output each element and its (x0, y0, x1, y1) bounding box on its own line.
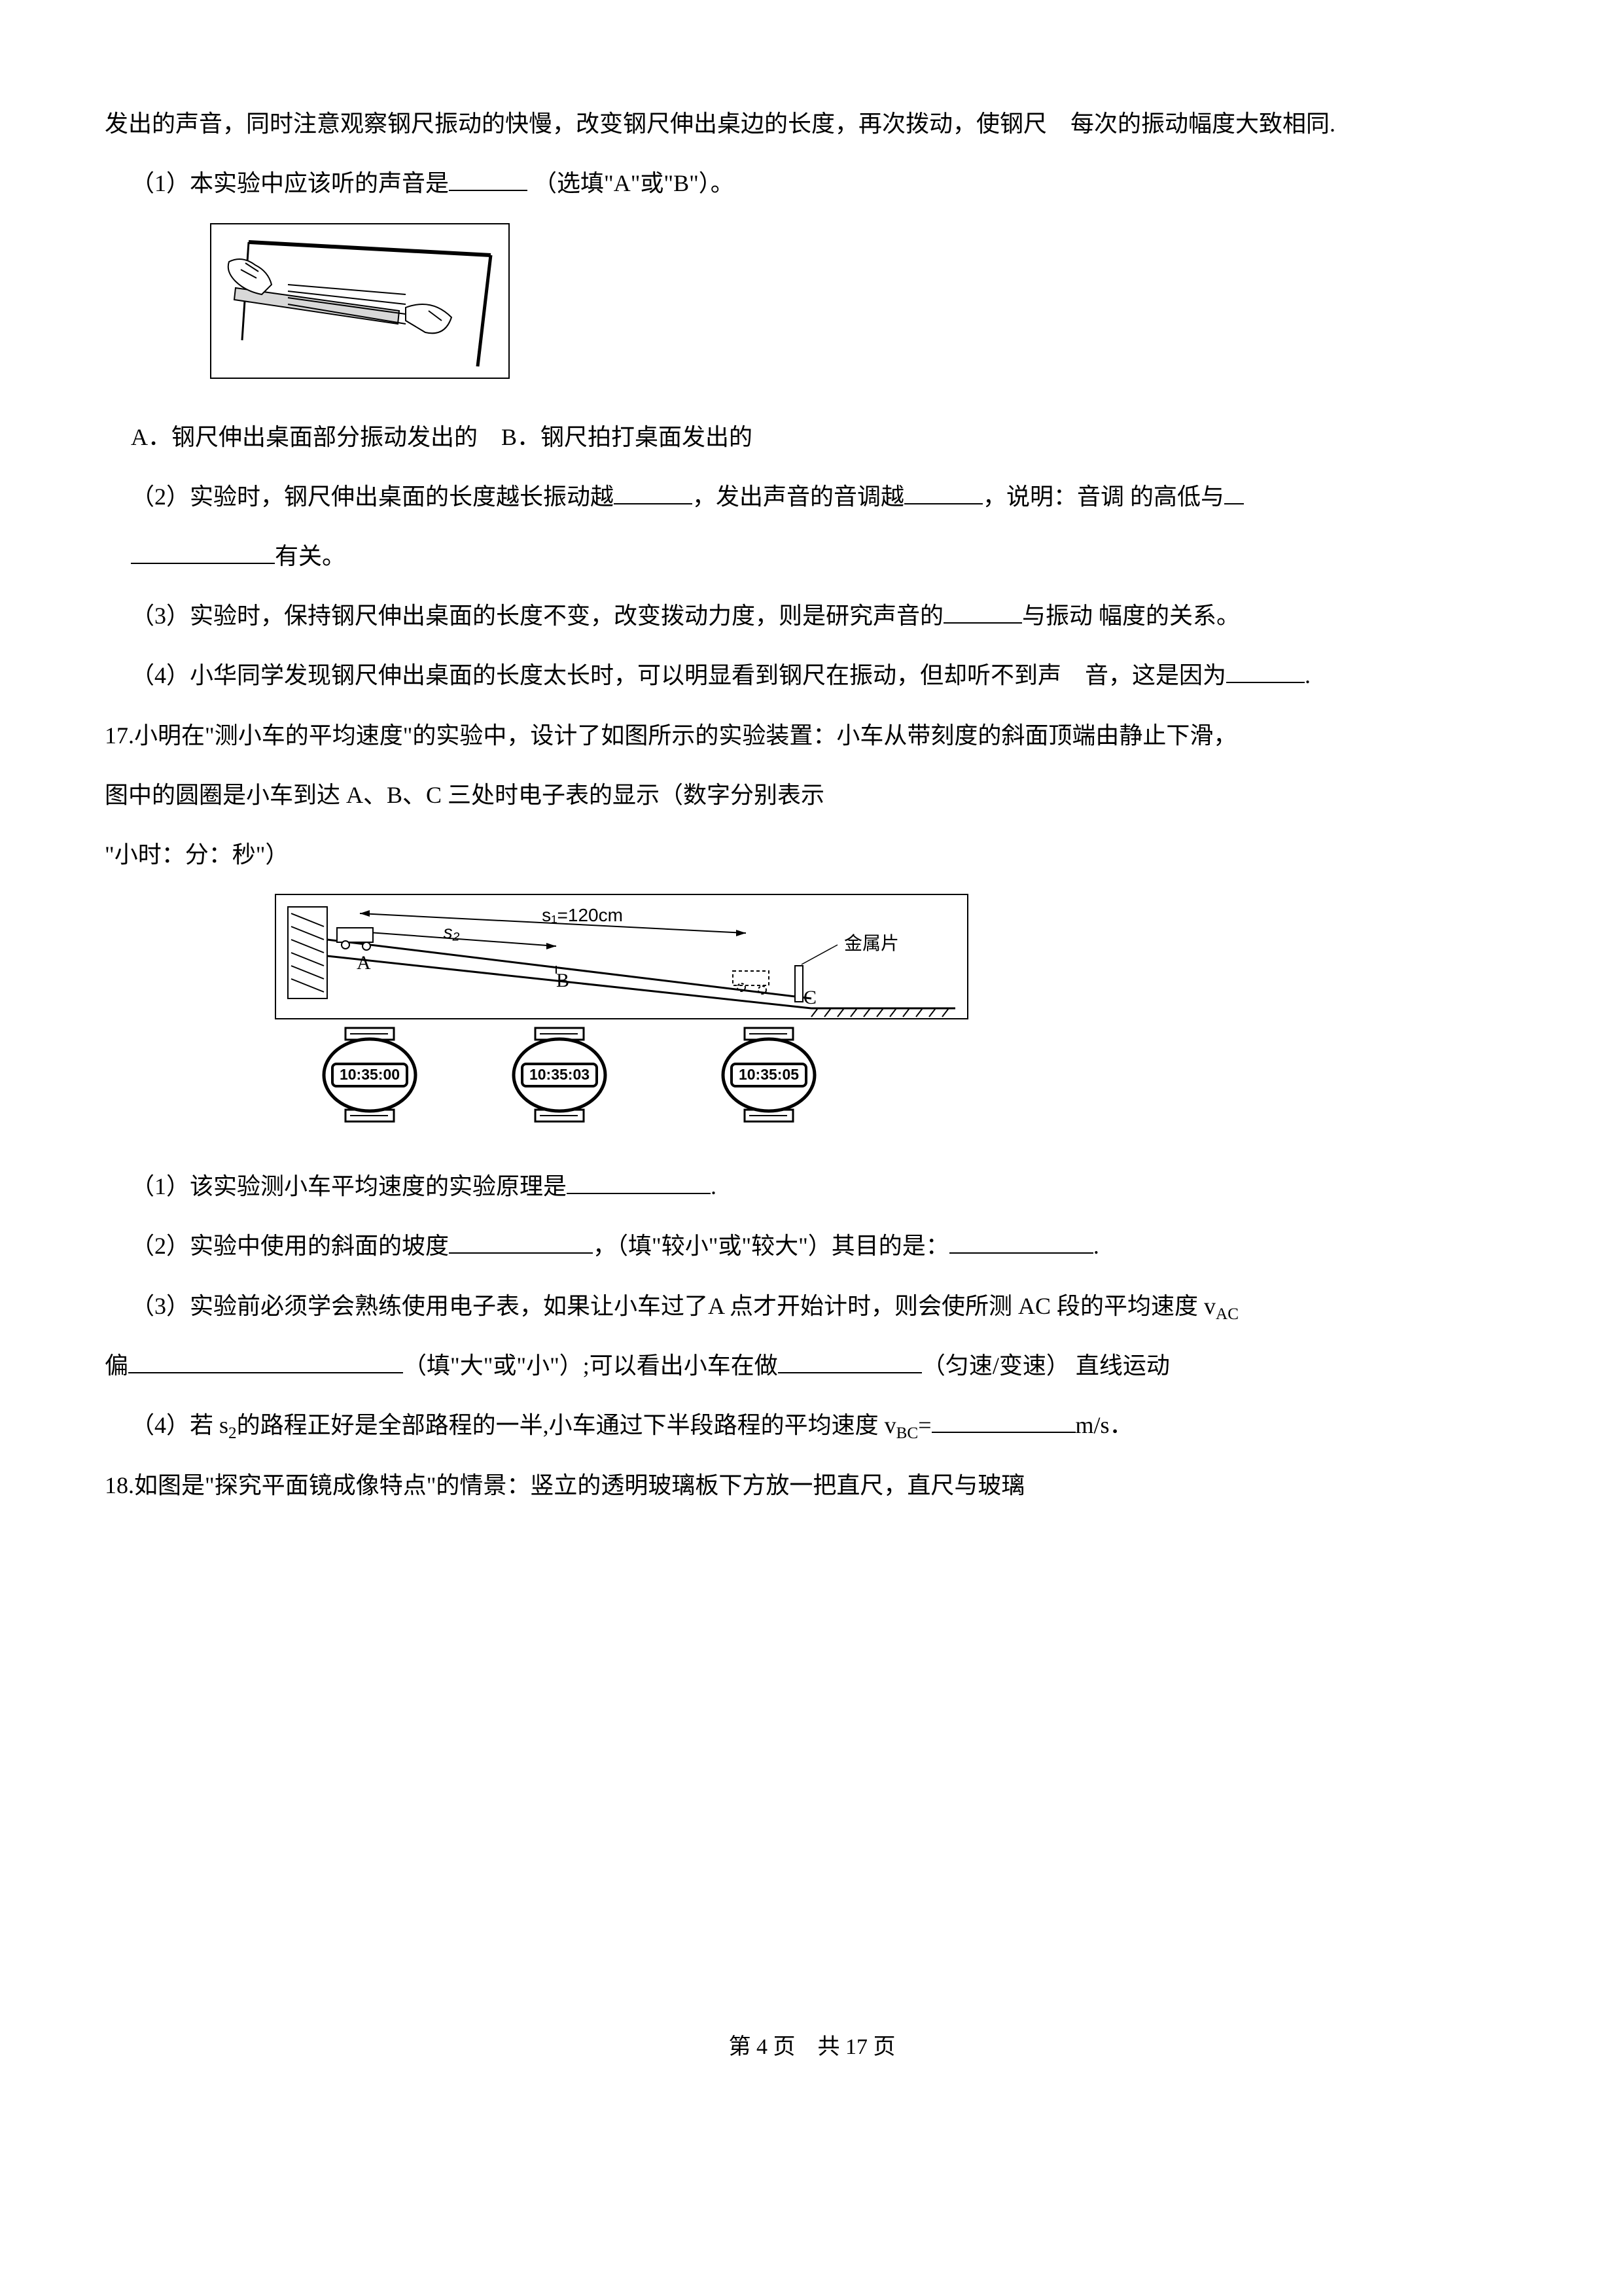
watch-c: 10:35:05 (723, 1028, 815, 1122)
text: m/s． (1076, 1412, 1133, 1438)
text: （1）本实验中应该听的声音是 (131, 170, 449, 196)
q17-1: （1）该实验测小车平均速度的实验原理是. (105, 1161, 1519, 1212)
svg-text:10:35:00: 10:35:00 (340, 1066, 400, 1083)
slope-diagram: s₁=120cm s₂ 金属片 A B C (275, 894, 1519, 1148)
options-ab: A．钢尺伸出桌面部分振动发出的 B．钢尺拍打桌面发出的 (105, 412, 1519, 463)
text: ，说明：音调 的高低与 (983, 484, 1224, 510)
text: ，（填"较小"或"较大"）其目的是： (593, 1233, 949, 1259)
blank-field[interactable] (904, 476, 983, 504)
label-a: A (357, 952, 371, 974)
subscript: AC (1216, 1305, 1239, 1323)
page-number: 4 (756, 2035, 768, 2059)
text: （匀速/变速） 直线运动 (922, 1352, 1170, 1379)
question-3: （3）实验时，保持钢尺伸出桌面的长度不变，改变拨动力度，则是研究声音的 与振动 幅… (105, 590, 1519, 642)
question-4: （4）小华同学发现钢尺伸出桌面的长度太长时，可以明显看到钢尺在振动，但却听不到声… (105, 650, 1519, 701)
blank-field[interactable] (567, 1166, 711, 1194)
text: （4）小华同学发现钢尺伸出桌面的长度太长时，可以明显看到钢尺在振动，但却听不到声… (131, 662, 1226, 688)
blank-field[interactable] (949, 1226, 1093, 1254)
text: 有关。 (275, 543, 345, 569)
ruler-figure (209, 222, 1519, 398)
text: 的路程正好是全部路程的一半,小车通过下半段路程的平均速度 v (237, 1412, 896, 1438)
blank-field[interactable] (778, 1345, 922, 1373)
text: （4）若 s (131, 1412, 228, 1438)
svg-text:10:35:03: 10:35:03 (529, 1066, 590, 1083)
s2-label: s₂ (444, 922, 460, 942)
blank-field[interactable] (128, 1345, 403, 1373)
text: （选填"A"或"B"）。 (533, 170, 734, 196)
text: （填"大"或"小"）;可以看出小车在做 (403, 1352, 778, 1379)
svg-text:10:35:05: 10:35:05 (739, 1066, 799, 1083)
label-b: B (556, 970, 569, 991)
q17-3-cont: 偏 （填"大"或"小"）;可以看出小车在做 （匀速/变速） 直线运动 (105, 1340, 1519, 1392)
blank-field[interactable] (944, 595, 1022, 624)
blank-field[interactable] (1226, 655, 1305, 683)
q17-2: （2）实验中使用的斜面的坡度 ，（填"较小"或"较大"）其目的是：. (105, 1220, 1519, 1272)
blank-field[interactable] (449, 1226, 593, 1254)
text: （2）实验时，钢尺伸出桌面的长度越长振动越 (131, 484, 614, 510)
question-2: （2）实验时，钢尺伸出桌面的长度越长振动越 ，发出声音的音调越 ，说明：音调 的高低… (105, 471, 1519, 523)
blank-field[interactable] (131, 536, 275, 564)
text: = (918, 1412, 931, 1438)
blank-field[interactable] (614, 476, 692, 504)
text: （3）实验前必须学会熟练使用电子表，如果让小车过了A 点才开始计时，则会使所测 … (131, 1293, 1216, 1319)
question-17: 17.小明在"测小车的平均速度"的实验中，设计了如图所示的实验装置：小车从带刻度… (105, 710, 1519, 762)
footer-text: 第 (729, 2035, 757, 2059)
question-18: 18.如图是"探究平面镜成像特点"的情景：竖立的透明玻璃板下方放一把直尺，直尺与… (105, 1460, 1519, 1511)
q17-4: （4）若 s2的路程正好是全部路程的一半,小车通过下半段路程的平均速度 vBC=… (105, 1400, 1519, 1452)
text: . (1305, 662, 1311, 688)
metal-label: 金属片 (844, 933, 899, 954)
total-pages: 17 (845, 2035, 868, 2059)
blank-field[interactable] (1224, 476, 1244, 504)
label-c: C (803, 987, 817, 1008)
footer-text: 页 (868, 2035, 896, 2059)
blank-field[interactable] (449, 163, 527, 191)
question-1: （1）本实验中应该听的声音是 （选填"A"或"B"）。 (105, 158, 1519, 209)
watch-a: 10:35:00 (324, 1028, 415, 1122)
q17-3: （3）实验前必须学会熟练使用电子表，如果让小车过了A 点才开始计时，则会使所测 … (105, 1280, 1519, 1333)
document-page: 发出的声音，同时注意观察钢尺振动的快慢，改变钢尺伸出桌边的长度，再次拨动，使钢尺… (0, 0, 1624, 1511)
text: （3）实验时，保持钢尺伸出桌面的长度不变，改变拨动力度，则是研究声音的 (131, 603, 944, 629)
question-17-cont: 图中的圆圈是小车到达 A、B、C 三处时电子表的显示（数字分别表示 (105, 769, 1519, 821)
text: ，发出声音的音调越 (692, 484, 904, 510)
text: （2）实验中使用的斜面的坡度 (131, 1233, 449, 1259)
s1-label: s₁=120cm (542, 905, 623, 925)
subscript: 2 (228, 1425, 237, 1443)
text: 与振动 幅度的关系。 (1022, 603, 1240, 629)
watch-b: 10:35:03 (514, 1028, 605, 1122)
question-2-cont: 有关。 (105, 531, 1519, 582)
text: . (1093, 1233, 1099, 1259)
question-17-cont2: "小时：分：秒"） (105, 829, 1519, 881)
paragraph: 发出的声音，同时注意观察钢尺振动的快慢，改变钢尺伸出桌边的长度，再次拨动，使钢尺… (105, 98, 1519, 150)
text: （1）该实验测小车平均速度的实验原理是 (131, 1173, 567, 1199)
text: 偏 (105, 1352, 128, 1379)
page-footer: 第 4 页 共 17 页 (0, 2028, 1624, 2060)
subscript: BC (896, 1425, 919, 1443)
text: . (711, 1173, 716, 1199)
footer-text: 页 共 (768, 2035, 845, 2059)
blank-field[interactable] (932, 1405, 1076, 1433)
